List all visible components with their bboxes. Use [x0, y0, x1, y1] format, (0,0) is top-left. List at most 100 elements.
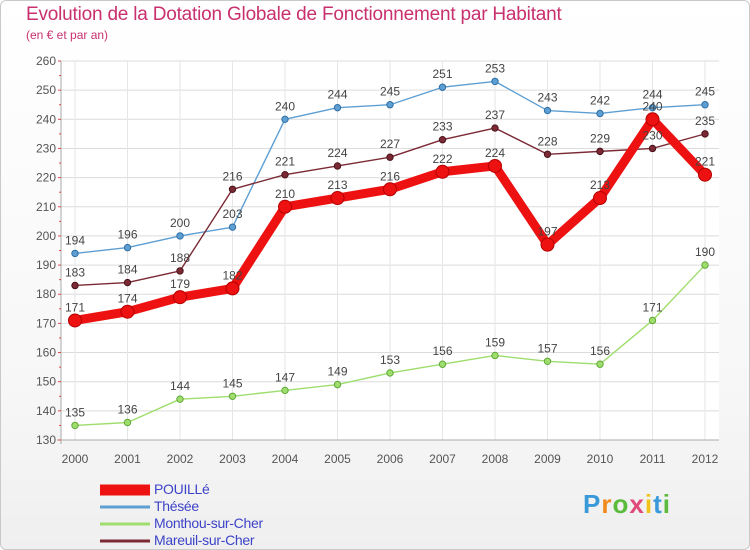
data-label-th-s-e: 244 — [327, 88, 347, 102]
y-tick-label: 170 — [36, 316, 56, 330]
y-tick-label: 260 — [36, 54, 56, 68]
y-tick-label: 180 — [36, 287, 56, 301]
data-label-th-s-e: 194 — [65, 233, 85, 247]
y-tick-label: 210 — [36, 200, 56, 214]
data-point-mareuil-sur-cher — [281, 171, 289, 179]
data-point-th-s-e — [701, 101, 709, 109]
data-point-pouill- — [593, 191, 607, 206]
data-point-monthou-sur-cher — [123, 418, 132, 427]
chart-subtitle: (en € et par an) — [26, 28, 109, 42]
data-label-mareuil-sur-cher: 228 — [537, 134, 557, 148]
data-point-th-s-e — [228, 223, 237, 231]
data-point-pouill- — [540, 237, 555, 252]
data-label-monthou-sur-cher: 157 — [537, 341, 557, 355]
data-point-pouill- — [120, 304, 135, 319]
data-label-pouill-: 210 — [275, 187, 295, 201]
legend-label-thesee: Thésée — [154, 498, 199, 514]
data-point-mareuil-sur-cher — [596, 147, 604, 156]
legend-label-monthou: Monthou-sur-Cher — [154, 515, 263, 531]
data-label-monthou-sur-cher: 135 — [65, 405, 85, 419]
data-point-monthou-sur-cher — [281, 386, 289, 395]
y-tick-label: 240 — [36, 112, 56, 126]
x-tick-label: 2005 — [324, 452, 351, 466]
logo-letter: t — [653, 489, 663, 519]
data-label-monthou-sur-cher: 153 — [380, 353, 400, 367]
legend-item-thesee: Thésée — [100, 498, 400, 515]
logo-letter: r — [601, 489, 613, 519]
data-label-th-s-e: 244 — [642, 88, 662, 102]
x-tick-label: 2001 — [114, 452, 141, 466]
data-point-mareuil-sur-cher — [438, 136, 447, 144]
data-label-th-s-e: 242 — [590, 93, 610, 107]
legend-item-monthou: Monthou-sur-Cher — [100, 515, 400, 532]
data-label-pouill-: 197 — [537, 225, 557, 239]
data-label-pouill-: 182 — [222, 268, 242, 282]
y-tick-label: 160 — [36, 346, 56, 360]
data-label-pouill-: 216 — [380, 169, 400, 183]
x-tick-label: 2010 — [587, 452, 614, 466]
x-tick-label: 2006 — [377, 452, 404, 466]
data-point-monthou-sur-cher — [648, 316, 657, 325]
data-label-mareuil-sur-cher: 233 — [432, 120, 452, 134]
data-label-mareuil-sur-cher: 237 — [485, 108, 505, 122]
data-label-pouill-: 174 — [117, 292, 137, 306]
data-label-th-s-e: 200 — [170, 216, 190, 230]
data-point-th-s-e — [386, 101, 394, 109]
x-tick-label: 2009 — [534, 452, 561, 466]
data-point-monthou-sur-cher — [701, 261, 709, 269]
data-point-mareuil-sur-cher — [491, 124, 499, 132]
data-label-pouill-: 240 — [642, 99, 662, 113]
data-label-mareuil-sur-cher: 230 — [642, 128, 662, 142]
data-label-th-s-e: 240 — [275, 99, 295, 113]
data-label-pouill-: 171 — [65, 300, 85, 314]
data-point-mareuil-sur-cher — [71, 281, 79, 290]
data-label-mareuil-sur-cher: 224 — [327, 146, 347, 160]
data-point-th-s-e — [176, 232, 184, 240]
chart-legend: POUILLé Thésée Monthou-sur-Cher Mareuil-… — [100, 481, 400, 549]
data-point-th-s-e — [543, 106, 552, 115]
x-tick-label: 2000 — [62, 452, 89, 466]
data-point-pouill- — [383, 182, 397, 197]
data-label-th-s-e: 253 — [485, 61, 505, 75]
data-label-th-s-e: 243 — [537, 91, 557, 105]
x-tick-label: 2002 — [167, 452, 194, 466]
data-point-th-s-e — [491, 77, 499, 86]
data-point-mareuil-sur-cher — [228, 185, 237, 193]
x-tick-label: 2003 — [219, 452, 246, 466]
data-label-mareuil-sur-cher: 216 — [222, 169, 242, 183]
y-tick-label: 140 — [36, 404, 56, 418]
data-point-monthou-sur-cher — [543, 357, 552, 365]
data-point-th-s-e — [648, 103, 657, 112]
data-label-th-s-e: 251 — [432, 67, 452, 81]
data-label-pouill-: 213 — [327, 178, 347, 192]
data-label-monthou-sur-cher: 190 — [695, 245, 715, 259]
data-label-th-s-e: 245 — [380, 85, 400, 99]
data-label-mareuil-sur-cher: 221 — [275, 155, 295, 169]
legend-label-pouille: POUILLé — [154, 481, 210, 497]
data-point-pouill- — [488, 158, 502, 173]
y-tick-label: 220 — [36, 171, 56, 185]
data-point-th-s-e — [281, 115, 289, 124]
data-label-pouill-: 213 — [590, 178, 610, 192]
y-tick-label: 230 — [36, 141, 56, 155]
data-point-monthou-sur-cher — [228, 392, 237, 400]
legend-swatch-thesee — [100, 505, 150, 508]
data-label-monthou-sur-cher: 147 — [275, 370, 295, 384]
data-point-monthou-sur-cher — [333, 380, 342, 389]
line-chart: 130 140 150 160 170 180 190 200 210 220 230 240 250 2… — [36, 54, 719, 466]
logo-letter: P — [583, 489, 602, 519]
data-point-pouill- — [225, 281, 240, 296]
data-label-mareuil-sur-cher: 183 — [65, 265, 85, 279]
logo-letter: o — [612, 489, 630, 519]
legend-swatch-mareuil — [100, 539, 150, 542]
x-tick-label: 2004 — [272, 452, 299, 466]
data-point-monthou-sur-cher — [438, 360, 447, 368]
data-label-monthou-sur-cher: 159 — [485, 335, 505, 349]
data-point-th-s-e — [596, 109, 604, 118]
logo-letter: i — [662, 489, 671, 519]
data-point-mareuil-sur-cher — [386, 153, 394, 161]
data-point-mareuil-sur-cher — [701, 130, 709, 138]
data-point-th-s-e — [123, 243, 132, 252]
data-label-monthou-sur-cher: 145 — [222, 376, 242, 390]
data-point-monthou-sur-cher — [386, 369, 394, 377]
